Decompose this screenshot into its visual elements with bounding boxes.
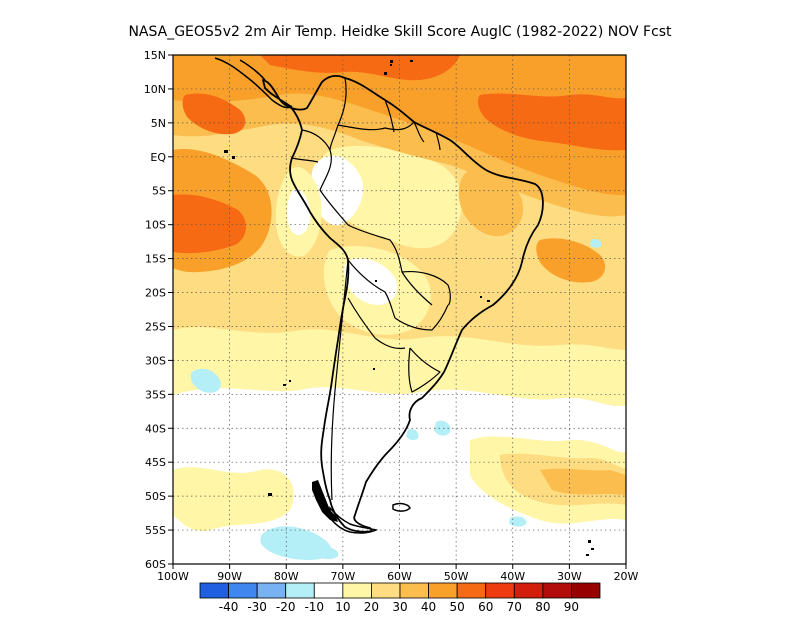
lon-tick-label: 30W — [557, 570, 582, 583]
lat-tick-label: 20S — [145, 287, 166, 300]
island-specks — [224, 60, 594, 556]
colorbar-label: 20 — [364, 600, 379, 614]
lat-tick-label: 10N — [144, 83, 166, 96]
map-plot-area — [173, 55, 626, 564]
colorbar-label: -20 — [276, 600, 296, 614]
falkland-islands — [392, 502, 411, 512]
lon-tick-label: 70W — [330, 570, 355, 583]
colorbar-swatch — [399, 582, 429, 599]
shading-negative-patch — [260, 526, 332, 560]
colorbar-swatch — [256, 582, 287, 599]
lon-tick-label: 60W — [387, 570, 412, 583]
shading-c40-atlantic — [536, 238, 606, 283]
lon-tick-label: 90W — [217, 570, 242, 583]
shading-negative-patch — [317, 547, 339, 559]
colorbar-swatch — [571, 582, 601, 599]
colorbar-label: 30 — [392, 600, 407, 614]
lat-tick-label: 55S — [145, 524, 166, 537]
lat-tick-label: 15S — [145, 253, 166, 266]
colorbar-label: 60 — [478, 600, 493, 614]
lat-tick-label: 50S — [145, 490, 166, 503]
lat-tick-label: 30S — [145, 354, 166, 367]
shading-c30-southeast — [540, 468, 626, 495]
map-title: NASA_GEOS5v2 2m Air Temp. Heidke Skill S… — [128, 24, 672, 40]
lat-tick-label: 5N — [151, 117, 166, 130]
shading-c50-west-core — [173, 194, 246, 254]
shading-negative-patch — [434, 420, 451, 436]
colorbar-label: 10 — [335, 600, 350, 614]
colorbar-label: -10 — [304, 600, 324, 614]
lat-tick-label: 35S — [145, 388, 166, 401]
tierra-del-fuego — [329, 505, 379, 534]
colorbar-label: 80 — [535, 600, 550, 614]
lat-tick-label: EQ — [150, 151, 166, 164]
colorbar-swatch — [228, 582, 258, 599]
colorbar-swatch — [485, 582, 515, 599]
shading-negative-patch — [406, 429, 419, 441]
lat-tick-label: 40S — [145, 422, 166, 435]
colorbar-swatch — [371, 582, 401, 599]
lon-tick-label: 40W — [500, 570, 525, 583]
shading-c50-nw — [182, 93, 246, 135]
colorbar-swatch — [313, 582, 344, 599]
colorbar-swatch — [199, 582, 229, 599]
map-gridlines — [173, 55, 626, 564]
shading-c50-northeast — [477, 93, 626, 151]
lat-tick-label: 45S — [145, 456, 166, 469]
lat-tick-label: 10S — [145, 219, 166, 232]
colorbar-swatch — [542, 582, 572, 599]
colorbar-label: 70 — [507, 600, 522, 614]
south-america-coastline — [262, 75, 544, 533]
shading-negative-patch — [190, 368, 221, 393]
lat-tick-label: 25S — [145, 320, 166, 333]
colorbar-label: 40 — [421, 600, 436, 614]
country-borders — [291, 77, 451, 501]
colorbar-swatch — [428, 582, 458, 599]
colorbar-swatch — [456, 582, 487, 599]
lon-tick-label: 100W — [157, 570, 189, 583]
lat-tick-label: 15N — [144, 49, 166, 62]
colorbar-label: 50 — [450, 600, 465, 614]
lat-tick-label: 5S — [152, 185, 166, 198]
colorbar-label: 90 — [564, 600, 579, 614]
central-america-coastline — [214, 57, 293, 109]
shading-white-amazon-core — [311, 155, 364, 226]
patagonia-islands — [312, 480, 338, 522]
shading-negative-patch — [590, 238, 602, 248]
lon-tick-label: 80W — [274, 570, 299, 583]
lon-tick-label: 50W — [444, 570, 469, 583]
latitude-axis: 15N 10N 5N EQ 5S 10S 15S 20S 25S 30S 35S 40S 45S 50S 5… — [144, 49, 173, 571]
colorbar-swatch — [513, 582, 544, 599]
colorbar-swatch — [285, 582, 315, 599]
shading-pale-southwest — [173, 467, 294, 532]
lon-tick-label: 20W — [614, 570, 639, 583]
central-america-coastline — [239, 59, 266, 81]
shading-c40-north — [173, 55, 626, 196]
lat-tick-label: 60S — [145, 558, 166, 571]
colorbar-swatch — [342, 582, 372, 599]
colorbar: -40 -30 -20 -10 10 20 30 40 50 60 70 80 90 — [199, 582, 601, 614]
shading-c30-eastbrazil — [458, 168, 524, 237]
longitude-axis: 100W 90W 80W 70W 60W 50W 40W 30W 20W — [157, 564, 639, 583]
shading-negative-patch — [509, 516, 527, 527]
colorbar-label: -40 — [219, 600, 239, 614]
colorbar-label: -30 — [247, 600, 267, 614]
